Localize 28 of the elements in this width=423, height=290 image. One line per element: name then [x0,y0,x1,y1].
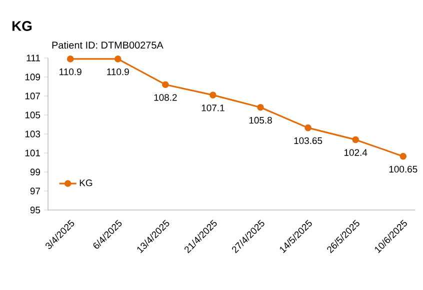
data-label: 108.2 [154,94,177,101]
chart-subtitle: Patient ID: DTMB00275A [52,41,164,49]
y-tick-label: 97 [30,188,40,194]
data-label: 103.65 [294,137,322,144]
data-label: 107.1 [202,104,224,112]
data-label: 110.9 [107,68,129,76]
y-tick-label: 101 [25,150,40,156]
data-label: 102.4 [344,149,368,156]
legend-label: KG [80,179,92,186]
point [257,104,264,111]
y-tick-label: 103 [25,130,40,138]
data-label: 110.9 [60,68,82,76]
y-tick-label: 105 [25,112,40,118]
y-tick-label: 111 [26,54,40,62]
point [400,152,407,160]
point [114,56,122,62]
y-tick-label: 99 [30,168,40,176]
data-label: 100.65 [389,166,418,173]
y-tick-label: 109 [25,74,40,80]
chart-title: KG [12,21,32,31]
point [162,81,169,88]
y-tick-label: 95 [30,206,40,214]
point [304,124,312,132]
y-tick-label: 107 [25,92,40,100]
point [66,56,74,62]
point [210,92,216,98]
data-label: 105.8 [249,116,272,124]
point [352,136,359,144]
